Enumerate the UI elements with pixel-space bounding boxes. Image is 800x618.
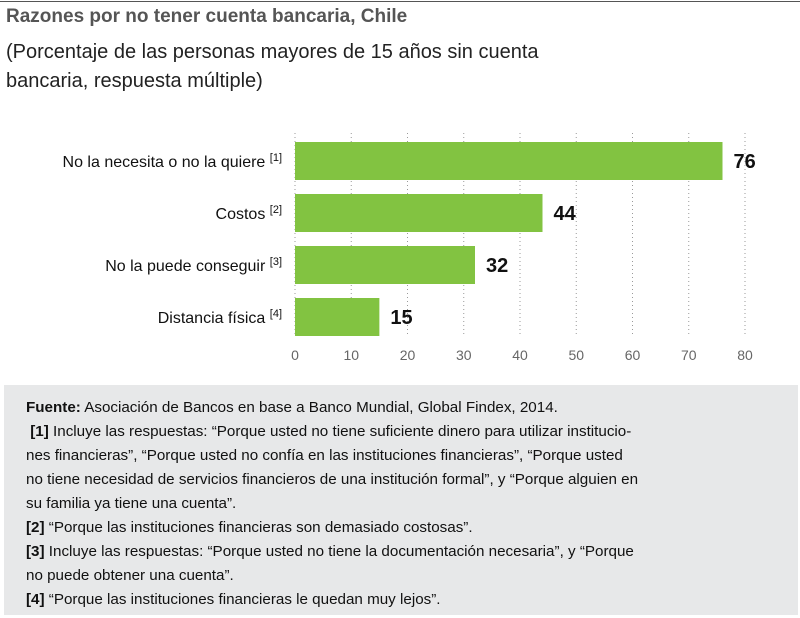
- chart-title: Razones por no tener cuenta bancaria, Ch…: [6, 6, 408, 27]
- category-label-1: No la necesita o no la quiere [1]: [63, 152, 282, 171]
- x-tick-20: 20: [400, 347, 416, 363]
- footnote-1-line-2: nes financieras”, “Porque usted no confí…: [26, 447, 623, 464]
- notes-panel: Fuente: Asociación de Bancos en base a B…: [4, 385, 798, 615]
- x-tick-70: 70: [681, 347, 697, 363]
- value-label-3: 32: [486, 255, 508, 277]
- x-tick-40: 40: [512, 347, 528, 363]
- top-rule: [0, 1, 800, 2]
- category-label-4: Distancia física [4]: [158, 308, 282, 327]
- footnote-2: [2] “Porque las instituciones financiera…: [26, 516, 780, 540]
- x-tick-80: 80: [737, 347, 753, 363]
- bar-2: [295, 194, 543, 232]
- footnote-1-line-3: no tiene necesidad de servicios financie…: [26, 471, 639, 488]
- x-tick-50: 50: [568, 347, 584, 363]
- x-tick-10: 10: [343, 347, 359, 363]
- footnote-4-key: [4]: [26, 591, 45, 608]
- bar-4: [295, 298, 380, 336]
- bar-3: [295, 246, 475, 284]
- footnote-4: [4] “Porque las instituciones financiera…: [26, 588, 780, 612]
- category-label-3: No la puede conseguir [3]: [105, 256, 282, 275]
- footnote-2-key: [2]: [26, 519, 45, 536]
- source-text: Asociación de Bancos en base a Banco Mun…: [80, 399, 558, 416]
- source-label: Fuente:: [26, 399, 81, 416]
- footnote-3: [3] Incluye las respuestas: “Porque uste…: [26, 540, 780, 588]
- footnote-4-line-1: “Porque las instituciones financieras le…: [48, 591, 441, 608]
- footnote-3-line-1: Incluye las respuestas: “Porque usted no…: [48, 543, 634, 560]
- bar-1: [295, 142, 723, 180]
- x-tick-30: 30: [456, 347, 472, 363]
- value-label-1: 76: [734, 151, 756, 173]
- footnote-1-key: [1]: [30, 423, 49, 440]
- value-label-4: 15: [390, 307, 412, 329]
- footnote-1: [1] Incluye las respuestas: “Porque uste…: [26, 420, 780, 516]
- footnote-2-line-1: “Porque las instituciones financieras so…: [48, 519, 473, 536]
- category-label-2: Costos [2]: [216, 204, 282, 223]
- bar-chart: No la necesita o no la quiere [1] 76 Costo…: [63, 133, 756, 363]
- footnote-1-line-1: Incluye las respuestas: “Porque usted no…: [53, 423, 632, 440]
- value-label-2: 44: [554, 203, 577, 225]
- chart-subtitle: (Porcentaje de las personas mayores de 1…: [6, 41, 539, 92]
- x-tick-0: 0: [291, 347, 299, 363]
- footnote-3-key: [3]: [26, 543, 45, 560]
- footnote-3-line-2: no puede obtener una cuenta”.: [26, 567, 234, 584]
- x-tick-60: 60: [625, 347, 641, 363]
- source-note: Fuente: Asociación de Bancos en base a B…: [26, 396, 780, 420]
- footnote-1-line-4: su familia ya tiene una cuenta”.: [26, 495, 237, 512]
